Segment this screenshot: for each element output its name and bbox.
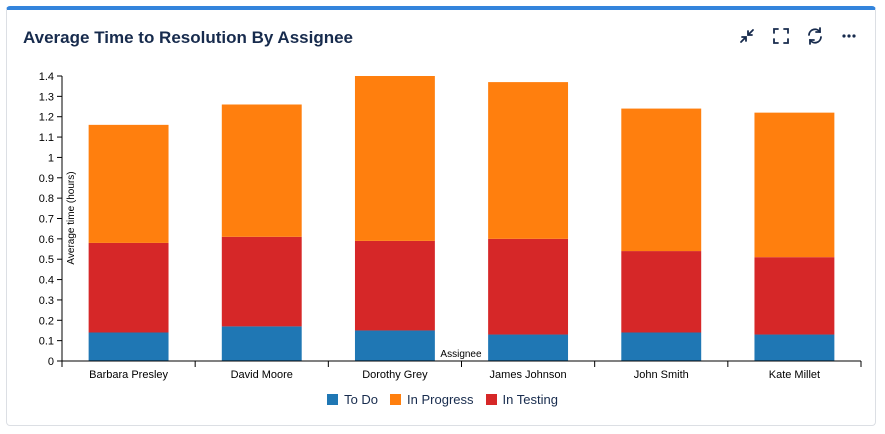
refresh-button[interactable] <box>803 24 827 48</box>
y-tick-label: 0 <box>48 356 54 368</box>
bar-to-do-barbara-presley[interactable] <box>88 332 169 362</box>
legend-label: To Do <box>344 392 379 407</box>
x-tick-label: John Smith <box>634 369 689 381</box>
bar-in-testing-john-smith[interactable] <box>621 251 702 333</box>
x-axis: Barbara Presley David Moore Dorothy Grey Ja… <box>61 360 862 381</box>
legend-item-to-do[interactable]: To Do <box>327 392 378 407</box>
y-tick-label: 0.4 <box>39 275 54 287</box>
bar-in-progress-james-johnson[interactable] <box>488 82 569 239</box>
y-axis: 0 0.1 0.2 0.3 0.4 0.5 0.6 0.7 0.8 0.9 1 1.1 1.2 1.3 1.… <box>39 71 63 368</box>
chart-legend: To Do In Progress In Testing <box>0 392 885 407</box>
bar-in-progress-john-smith[interactable] <box>621 108 702 252</box>
bar-to-do-dorothy-grey[interactable] <box>354 330 435 361</box>
bar-in-testing-barbara-presley[interactable] <box>88 242 169 333</box>
y-tick-label: 0.8 <box>39 193 54 205</box>
legend-item-in-progress[interactable]: In Progress <box>390 392 474 407</box>
legend-label: In Testing <box>502 392 558 407</box>
collapse-icon <box>740 29 754 43</box>
fullscreen-icon <box>773 28 789 44</box>
fullscreen-button[interactable] <box>769 24 793 48</box>
x-tick-label: Barbara Presley <box>89 369 168 381</box>
legend-swatch <box>390 394 402 405</box>
bar-in-progress-dorothy-grey[interactable] <box>354 76 435 241</box>
x-tick-label: Dorothy Grey <box>362 369 428 381</box>
widget-toolbar <box>735 24 861 48</box>
bar-in-testing-kate-millet[interactable] <box>754 257 835 335</box>
legend-item-in-testing[interactable]: In Testing <box>485 392 558 407</box>
collapse-button[interactable] <box>735 24 759 48</box>
x-axis-title: Assignee <box>440 349 482 360</box>
y-tick-label: 0.2 <box>39 315 54 327</box>
bar-in-testing-david-moore[interactable] <box>221 236 302 327</box>
refresh-icon <box>808 27 822 45</box>
more-button[interactable] <box>837 24 861 48</box>
y-axis-title: Average time (hours) <box>66 171 77 264</box>
bar-to-do-james-johnson[interactable] <box>488 334 569 361</box>
bar-to-do-david-moore[interactable] <box>221 326 302 361</box>
y-tick-label: 1 <box>48 152 54 164</box>
bar-in-testing-james-johnson[interactable] <box>488 238 569 335</box>
legend-swatch <box>485 394 497 405</box>
x-tick-label: Kate Millet <box>769 369 820 381</box>
y-tick-label: 0.1 <box>39 336 54 348</box>
bar-in-progress-barbara-presley[interactable] <box>88 124 169 243</box>
legend-label: In Progress <box>407 392 474 407</box>
y-tick-label: 0.6 <box>39 234 54 246</box>
bar-to-do-kate-millet[interactable] <box>754 334 835 361</box>
more-icon <box>842 34 856 38</box>
bars <box>88 76 835 362</box>
y-tick-label: 0.5 <box>39 254 54 266</box>
x-tick-label: James Johnson <box>490 369 567 381</box>
bar-in-progress-david-moore[interactable] <box>221 104 302 237</box>
y-tick-label: 1.4 <box>39 71 54 83</box>
y-tick-label: 0.7 <box>39 214 54 226</box>
y-tick-label: 1.3 <box>39 91 54 103</box>
y-tick-label: 1.2 <box>39 112 54 124</box>
x-tick-label: David Moore <box>231 369 293 381</box>
widget-title: Average Time to Resolution By Assignee <box>23 28 354 47</box>
y-tick-label: 1.1 <box>39 132 54 144</box>
bar-in-progress-kate-millet[interactable] <box>754 112 835 258</box>
bar-to-do-john-smith[interactable] <box>621 332 702 362</box>
legend-swatch <box>327 394 339 405</box>
y-tick-label: 0.3 <box>39 295 54 307</box>
y-tick-label: 0.9 <box>39 173 54 185</box>
bar-in-testing-dorothy-grey[interactable] <box>354 240 435 331</box>
